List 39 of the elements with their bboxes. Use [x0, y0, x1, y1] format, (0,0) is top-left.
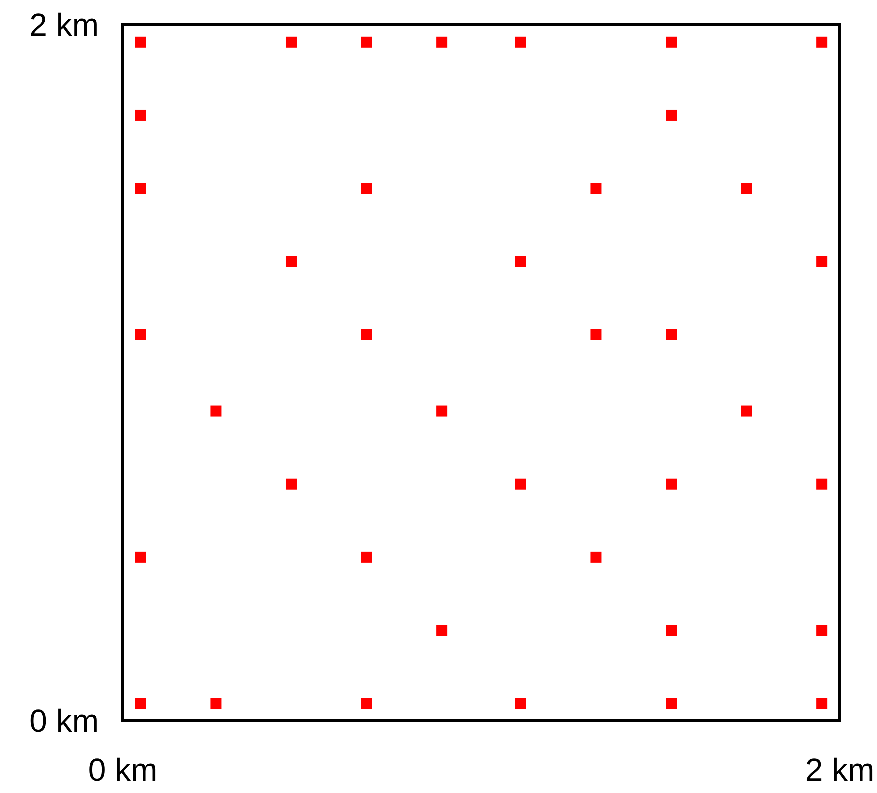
point — [741, 183, 752, 194]
point — [135, 698, 146, 710]
point — [361, 183, 372, 194]
point — [515, 256, 526, 268]
point — [436, 36, 448, 48]
point — [666, 36, 678, 48]
point — [515, 698, 526, 710]
point — [816, 625, 828, 636]
point — [590, 329, 602, 340]
point — [590, 552, 602, 563]
point — [816, 698, 828, 710]
point — [135, 36, 146, 48]
point — [436, 406, 448, 417]
point — [210, 406, 222, 417]
point — [135, 183, 146, 194]
point — [515, 36, 526, 48]
point — [135, 552, 146, 563]
point — [515, 478, 526, 490]
point — [361, 552, 372, 563]
point — [135, 110, 146, 121]
point — [286, 256, 297, 268]
point — [666, 478, 678, 490]
point — [741, 406, 752, 417]
point — [590, 183, 602, 194]
point — [666, 698, 678, 710]
point — [666, 329, 678, 340]
point — [436, 625, 448, 636]
point — [286, 36, 297, 48]
point — [210, 698, 222, 710]
point — [361, 329, 372, 340]
point — [135, 329, 146, 340]
point — [816, 478, 828, 490]
point — [666, 625, 678, 636]
point — [286, 478, 297, 490]
point — [361, 36, 372, 48]
point — [361, 698, 372, 710]
point — [666, 110, 678, 121]
point — [816, 36, 828, 48]
point — [816, 256, 828, 268]
